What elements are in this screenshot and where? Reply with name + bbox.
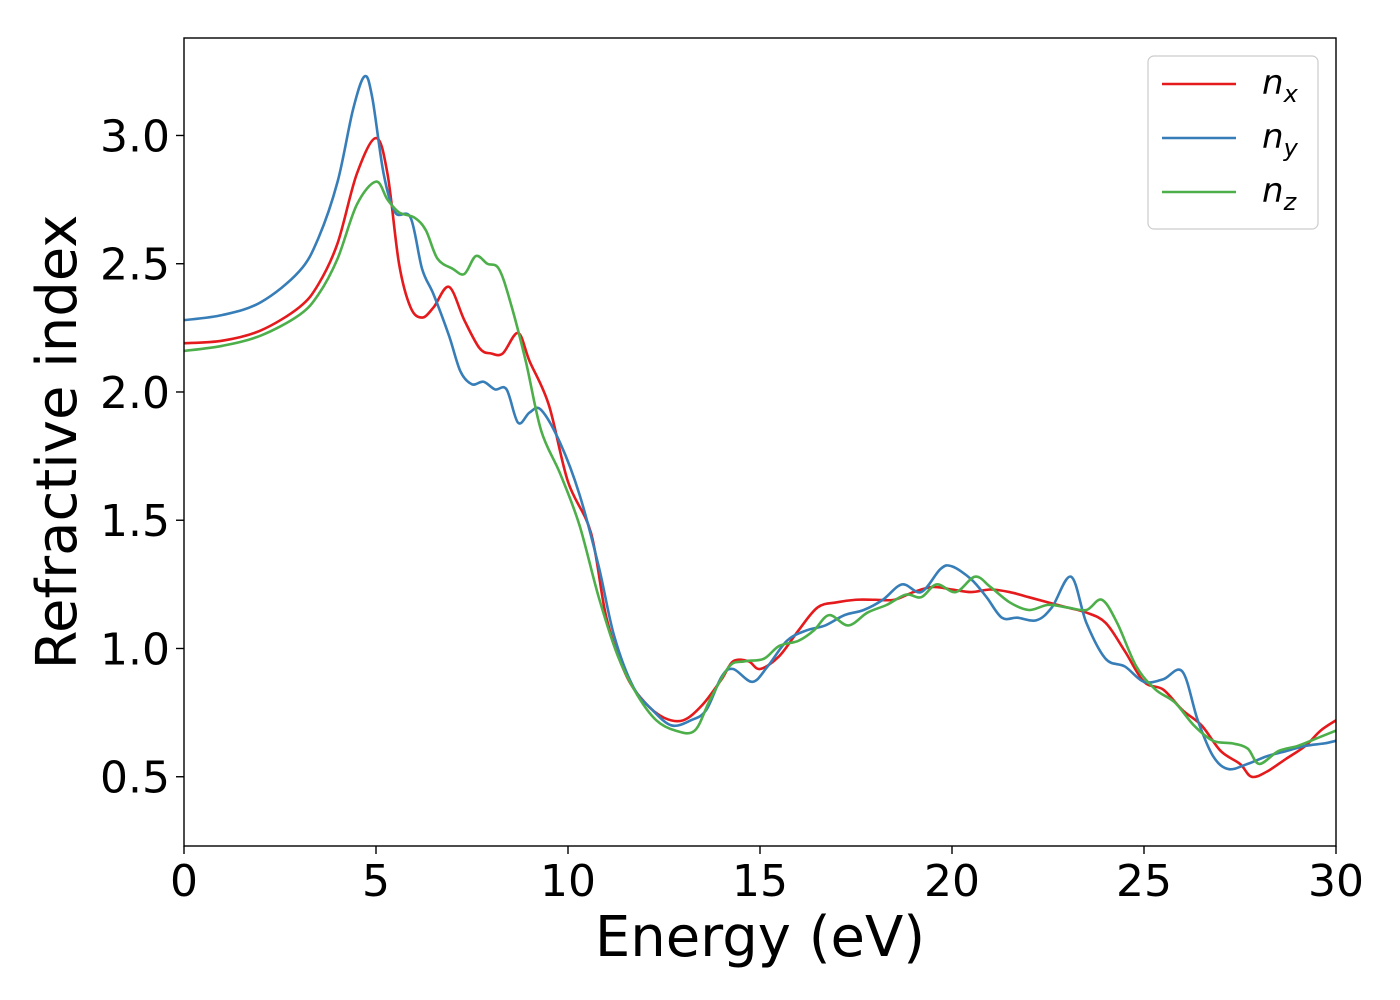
x-axis-label: Energy (eV)	[595, 905, 925, 970]
legend: nx ny nz	[1147, 55, 1319, 230]
x-tick-label: 25	[1116, 856, 1172, 907]
y-tick-label: 1.0	[100, 624, 170, 675]
series-line-nz	[184, 180, 1336, 766]
x-tick-label: 10	[540, 856, 596, 907]
plot-background	[184, 38, 1336, 846]
x-axis: 0 5 10 15 20 25 30	[170, 846, 1364, 907]
legend-label-nx: nx	[1262, 63, 1299, 108]
legend-label-nz: nz	[1262, 171, 1298, 216]
series-line-ny	[184, 74, 1336, 771]
y-axis-label: Refractive index	[25, 215, 90, 670]
y-tick-label: 0.5	[100, 753, 170, 804]
y-tick-label: 1.5	[100, 496, 170, 547]
legend-box	[1147, 55, 1319, 230]
y-axis: 0.5 1.0 1.5 2.0 2.5 3.0	[100, 111, 184, 804]
legend-label-ny: ny	[1262, 117, 1299, 162]
series-layer	[184, 74, 1336, 779]
y-tick-label: 2.0	[100, 368, 170, 419]
x-tick-label: 30	[1308, 856, 1364, 907]
x-tick-label: 5	[362, 856, 390, 907]
x-tick-label: 0	[170, 856, 198, 907]
y-tick-label: 2.5	[100, 240, 170, 291]
x-tick-label: 15	[732, 856, 788, 907]
y-tick-label: 3.0	[100, 111, 170, 162]
x-tick-label: 20	[924, 856, 980, 907]
